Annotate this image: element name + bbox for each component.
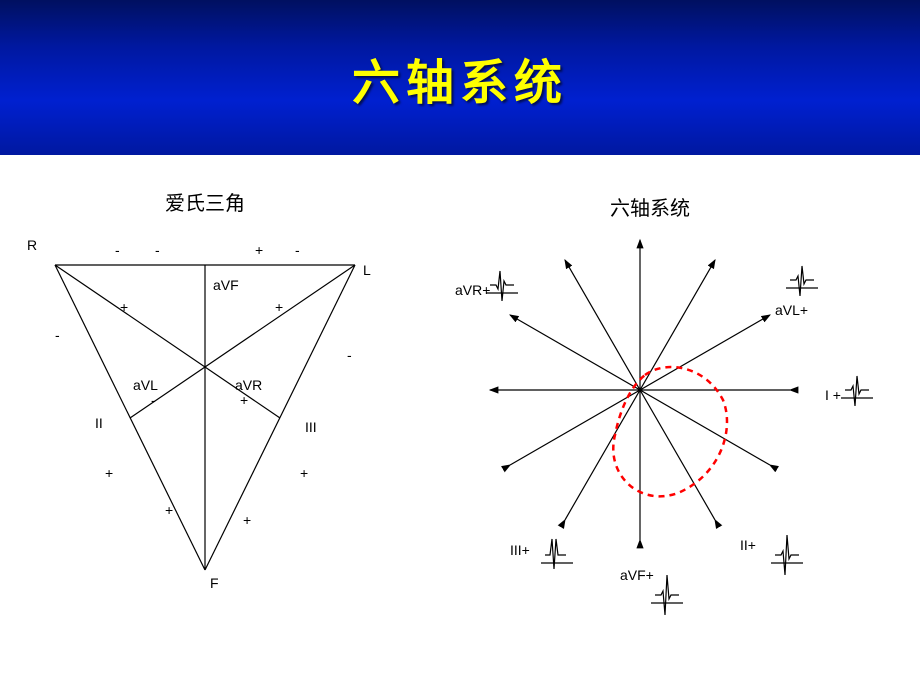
vertex-R-label: R bbox=[27, 237, 37, 253]
polarity-sign: + bbox=[240, 392, 248, 408]
polarity-sign: - bbox=[55, 327, 60, 343]
polarity-sign: - bbox=[115, 242, 120, 258]
polarity-sign: - bbox=[347, 347, 352, 363]
lead-label: aVR bbox=[235, 377, 262, 393]
qrs-waveform bbox=[545, 539, 566, 569]
axis-label: II+ bbox=[740, 537, 756, 553]
polarity-sign: + bbox=[165, 502, 173, 518]
qrs-waveform bbox=[775, 535, 799, 575]
axis-label: I + bbox=[825, 387, 841, 403]
axis-label: aVF+ bbox=[620, 567, 654, 583]
qrs-waveform bbox=[490, 271, 514, 301]
slide-content: 爱氏三角 R L F aVFaVLaVRIIIII --+-++---+++++… bbox=[0, 155, 920, 690]
polarity-sign: - bbox=[151, 392, 156, 408]
heart-outline bbox=[613, 367, 727, 496]
polarity-sign: + bbox=[120, 299, 128, 315]
polarity-sign: - bbox=[295, 242, 300, 258]
polarity-sign: + bbox=[275, 299, 283, 315]
axis-label: aVR+ bbox=[455, 282, 490, 298]
polarity-sign: + bbox=[300, 465, 308, 481]
polarity-sign: - bbox=[155, 242, 160, 258]
polarity-sign: + bbox=[243, 512, 251, 528]
vertex-L-label: L bbox=[363, 262, 371, 278]
left-diagram-title: 爱氏三角 bbox=[165, 192, 245, 215]
slide-header: 六轴系统 bbox=[0, 0, 920, 155]
axis-label: aVL+ bbox=[775, 302, 808, 318]
slide-title: 六轴系统 bbox=[352, 43, 568, 113]
hexaxial-system-diagram: 六轴系统 I + aVL+ II+ aVF+ III+ aVR+ bbox=[430, 175, 900, 645]
lead-label: aVF bbox=[213, 277, 239, 293]
lead-label: aVL bbox=[133, 377, 158, 393]
qrs-waveform bbox=[845, 376, 869, 406]
qrs-waveform bbox=[655, 575, 679, 615]
polarity-sign: + bbox=[105, 465, 113, 481]
axis-label: III+ bbox=[510, 542, 530, 558]
polarity-sign: + bbox=[255, 242, 263, 258]
lead-label: II bbox=[95, 415, 103, 431]
vertex-F-label: F bbox=[210, 575, 219, 591]
einthoven-triangle-diagram: 爱氏三角 R L F aVFaVLaVRIIIII --+-++---+++++ bbox=[5, 180, 405, 600]
qrs-waveform bbox=[790, 266, 814, 296]
right-diagram-title: 六轴系统 bbox=[610, 197, 690, 220]
lead-label: III bbox=[305, 419, 317, 435]
